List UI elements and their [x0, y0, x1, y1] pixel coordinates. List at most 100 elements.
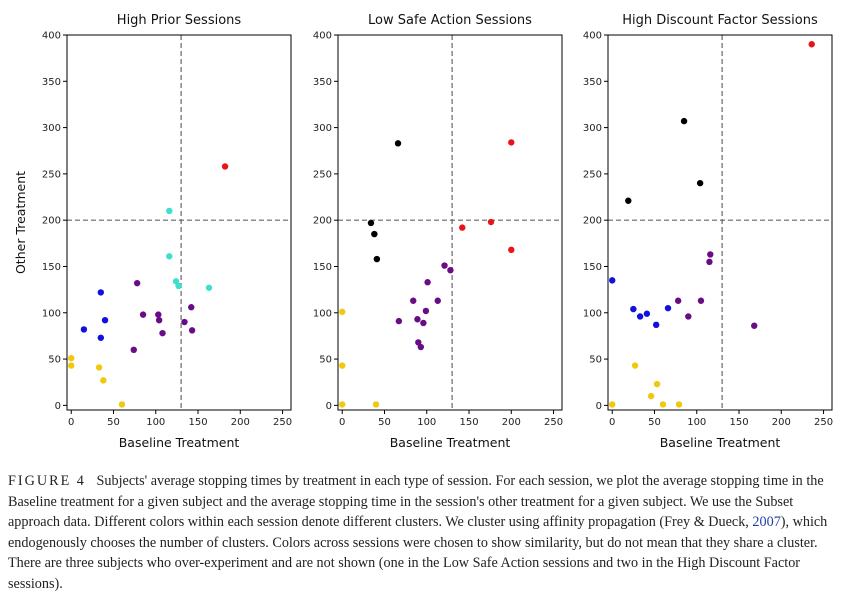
data-point-purple — [188, 327, 196, 334]
y-tick-label: 300 — [42, 123, 61, 134]
y-tick-label: 100 — [583, 308, 602, 319]
data-point-blue — [97, 334, 105, 341]
x-tick-label: 0 — [339, 417, 345, 428]
data-point-yellow — [118, 401, 126, 408]
data-point-purple — [181, 318, 188, 326]
y-tick-label: 350 — [313, 77, 332, 88]
x-axis-label: Baseline Treatment — [119, 435, 240, 450]
y-tick-label: 250 — [583, 169, 602, 180]
data-point-yellow — [95, 364, 103, 371]
data-point-yellow — [659, 401, 667, 408]
data-point-black — [371, 230, 378, 238]
data-point-purple — [130, 346, 137, 354]
data-point-purple — [447, 266, 454, 274]
y-tick-label: 100 — [42, 308, 61, 319]
data-point-yellow — [339, 362, 346, 369]
y-tick-label: 100 — [313, 308, 332, 319]
figure-panels: High Prior Sessions 0 50 100 150 200 250 0 50 100… — [13, 13, 833, 450]
x-tick-label: 100 — [417, 417, 436, 428]
data-point-yellow — [631, 362, 639, 369]
data-point-purple — [133, 279, 141, 287]
data-point-red — [508, 139, 515, 146]
data-point-purple — [155, 311, 162, 318]
citation-link[interactable]: 2007 — [752, 514, 781, 531]
figure-caption: FIGURE 4 Subjects' average stopping time… — [8, 471, 842, 595]
panel-title: Low Safe Action Sessions — [368, 13, 532, 28]
data-point-yellow — [372, 401, 380, 408]
x-tick-label: 200 — [231, 417, 250, 428]
y-tick-label: 0 — [55, 401, 61, 412]
data-point-purple — [159, 329, 166, 337]
data-point-purple — [420, 319, 427, 327]
data-point-red — [487, 218, 495, 226]
x-tick-label: 0 — [68, 417, 74, 428]
data-point-yellow — [339, 401, 346, 408]
y-tick-label: 0 — [596, 401, 602, 412]
x-tick-label: 200 — [772, 417, 791, 428]
x-tick-label: 250 — [544, 417, 563, 428]
y-tick-label: 150 — [313, 262, 332, 273]
y-tick-label: 250 — [42, 169, 61, 180]
plot-frame — [337, 34, 563, 411]
x-tick-label: 100 — [146, 417, 165, 428]
x-tick-label: 50 — [378, 417, 391, 428]
y-tick-label: 250 — [313, 169, 332, 180]
data-point-purple — [751, 322, 758, 329]
x-axis-label: Baseline Treatment — [660, 435, 781, 450]
data-point-purple — [139, 311, 147, 318]
y-tick-label: 350 — [583, 77, 602, 88]
x-tick-label: 250 — [273, 417, 292, 428]
y-tick-label: 400 — [42, 31, 61, 42]
data-point-red — [808, 41, 815, 48]
data-point-purple — [434, 297, 441, 304]
data-point-yellow — [647, 392, 655, 400]
data-point-red — [221, 163, 229, 170]
data-point-cyan — [205, 284, 213, 291]
data-point-purple — [395, 317, 403, 325]
scatter-panel-2: Low Safe Action Sessions 0 50 100 150 200 250 0… — [313, 13, 563, 450]
y-tick-label: 400 — [583, 31, 602, 42]
data-point-yellow — [339, 308, 346, 316]
data-point-black — [394, 140, 402, 147]
data-point-purple — [422, 307, 430, 315]
data-point-purple — [414, 316, 421, 323]
data-point-red — [508, 246, 515, 254]
data-point-blue — [630, 305, 637, 313]
data-point-purple — [188, 304, 195, 311]
data-point-purple — [707, 251, 714, 258]
data-point-blue — [609, 277, 616, 284]
data-point-cyan — [166, 207, 173, 215]
data-point-blue — [664, 304, 672, 312]
x-tick-label: 250 — [814, 417, 833, 428]
data-point-blue — [636, 313, 644, 320]
data-point-purple — [685, 313, 692, 320]
panel-title: High Discount Factor Sessions — [622, 13, 818, 28]
data-point-blue — [97, 289, 105, 296]
y-tick-label: 300 — [313, 123, 332, 134]
data-point-purple — [674, 297, 682, 304]
caption-label: FIGURE 4 — [8, 473, 86, 489]
data-point-cyan — [166, 253, 173, 260]
data-point-blue — [80, 326, 88, 333]
data-point-purple — [697, 297, 705, 304]
scatter-panel-1: High Prior Sessions 0 50 100 150 200 250 0 50 100… — [13, 13, 292, 450]
data-point-blue — [101, 316, 109, 324]
data-point-red — [459, 224, 466, 231]
y-tick-label: 400 — [313, 31, 332, 42]
y-tick-label: 200 — [583, 216, 602, 227]
y-tick-label: 350 — [42, 77, 61, 88]
x-tick-label: 100 — [687, 417, 706, 428]
caption-text-start: Subjects' average stopping times by trea… — [8, 473, 824, 531]
x-axis-label: Baseline Treatment — [390, 435, 511, 450]
y-tick-label: 50 — [589, 355, 602, 366]
y-tick-label: 300 — [583, 123, 602, 134]
y-tick-label: 200 — [313, 216, 332, 227]
y-axis-label: Other Treatment — [13, 171, 28, 274]
data-point-blue — [643, 310, 651, 317]
y-tick-label: 150 — [583, 262, 602, 273]
data-point-black — [680, 117, 688, 125]
data-point-yellow — [653, 380, 661, 388]
data-point-blue — [652, 321, 660, 329]
data-point-yellow — [68, 362, 75, 369]
x-tick-label: 50 — [648, 417, 661, 428]
